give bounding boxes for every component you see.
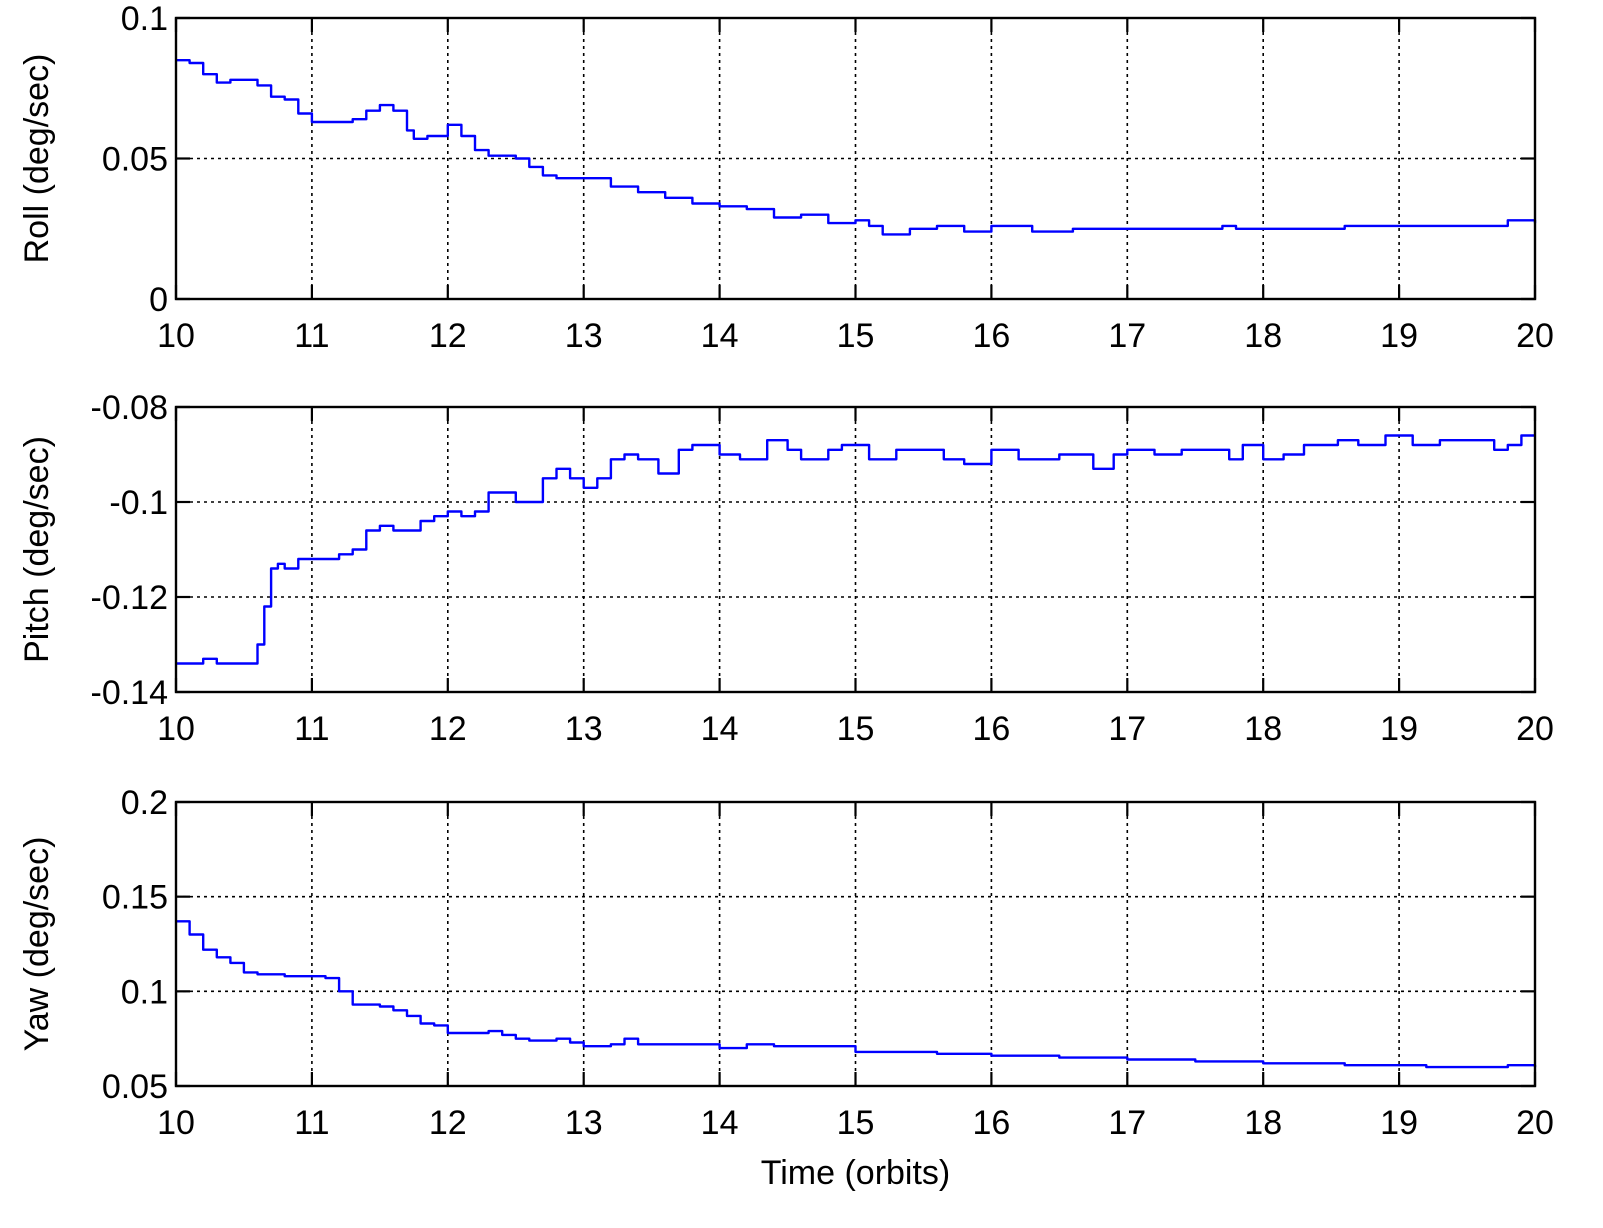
- pitch-y-axis-label: Pitch (deg/sec): [18, 436, 56, 663]
- yaw-x-tick-label: 11: [294, 1104, 329, 1142]
- pitch-grid: [176, 407, 1535, 692]
- yaw-tick-marks: [174, 800, 1537, 1088]
- roll-x-tick-label: 14: [701, 317, 739, 355]
- roll-x-tick-label: 10: [157, 317, 195, 355]
- yaw-y-tick-label: 0.1: [121, 973, 168, 1011]
- pitch-y-tick-label: -0.14: [91, 674, 169, 712]
- pitch-y-tick-label: -0.12: [91, 579, 169, 617]
- time-x-axis-label: Time (orbits): [761, 1154, 951, 1192]
- yaw-x-tick-label: 16: [972, 1104, 1010, 1142]
- roll-grid: [176, 18, 1535, 299]
- pitch-x-tick-label: 12: [429, 710, 467, 748]
- yaw-y-axis-label: Yaw (deg/sec): [18, 837, 56, 1052]
- roll-y-tick-labels: 0 0.05 0.1: [102, 0, 168, 319]
- pitch-tick-marks: [174, 405, 1537, 694]
- yaw-y-tick-label: 0.15: [102, 879, 168, 917]
- pitch-x-tick-label: 11: [294, 710, 329, 748]
- yaw-x-tick-label: 14: [701, 1104, 739, 1142]
- roll-x-tick-label: 18: [1244, 317, 1282, 355]
- yaw-grid: [176, 802, 1535, 1086]
- yaw-x-tick-label: 10: [157, 1104, 195, 1142]
- pitch-x-tick-label: 13: [565, 710, 603, 748]
- roll-y-tick-label: 0.1: [121, 0, 168, 38]
- pitch-x-tick-label: 15: [837, 710, 875, 748]
- roll-x-tick-label: 11: [294, 317, 329, 355]
- pitch-y-tick-label: -0.1: [109, 484, 168, 522]
- roll-tick-marks: [174, 16, 1537, 301]
- yaw-x-tick-label: 20: [1516, 1104, 1554, 1142]
- yaw-x-tick-label: 18: [1244, 1104, 1282, 1142]
- yaw-y-tick-label: 0.2: [121, 784, 168, 822]
- roll-x-tick-label: 16: [972, 317, 1010, 355]
- roll-panel: 10 11 12 13 14 15 16 17 18 19 20 0 0.05 0.1 Roll (de…: [18, 0, 1554, 355]
- yaw-x-tick-labels: 10 11 12 13 14 15 16 17 18 19 20: [157, 1104, 1554, 1142]
- roll-x-tick-label: 20: [1516, 317, 1554, 355]
- pitch-y-tick-labels: -0.14 -0.12 -0.1 -0.08: [91, 389, 169, 712]
- pitch-x-tick-label: 10: [157, 710, 195, 748]
- pitch-x-tick-labels: 10 11 12 13 14 15 16 17 18 19 20: [157, 710, 1554, 748]
- roll-x-tick-label: 12: [429, 317, 467, 355]
- pitch-x-tick-label: 17: [1108, 710, 1146, 748]
- yaw-panel: 10 11 12 13 14 15 16 17 18 19 20 0.05 0.1 0.15 0.2 Ya…: [18, 784, 1554, 1192]
- pitch-x-tick-label: 19: [1380, 710, 1418, 748]
- yaw-y-tick-label: 0.05: [102, 1068, 168, 1106]
- yaw-x-tick-label: 13: [565, 1104, 603, 1142]
- roll-y-axis-label: Roll (deg/sec): [18, 54, 56, 264]
- pitch-x-tick-label: 20: [1516, 710, 1554, 748]
- roll-x-tick-label: 13: [565, 317, 603, 355]
- pitch-x-tick-label: 18: [1244, 710, 1282, 748]
- roll-y-tick-label: 0: [149, 281, 168, 319]
- roll-x-tick-label: 15: [837, 317, 875, 355]
- yaw-x-tick-label: 17: [1108, 1104, 1146, 1142]
- pitch-panel: 10 11 12 13 14 15 16 17 18 19 20 -0.14-0.12-0.1-0.…: [18, 389, 1554, 748]
- yaw-x-tick-label: 12: [429, 1104, 467, 1142]
- yaw-x-tick-label: 15: [837, 1104, 875, 1142]
- roll-y-tick-label: 0.05: [102, 141, 168, 179]
- roll-x-tick-label: 19: [1380, 317, 1418, 355]
- pitch-x-tick-label: 16: [972, 710, 1010, 748]
- pitch-series-line: [176, 434, 1535, 665]
- yaw-y-tick-labels: 0.05 0.1 0.15 0.2: [102, 784, 168, 1106]
- pitch-y-tick-label: -0.08: [91, 389, 169, 427]
- roll-x-tick-label: 17: [1108, 317, 1146, 355]
- roll-x-tick-labels: 10 11 12 13 14 15 16 17 18 19 20: [157, 317, 1554, 355]
- yaw-x-tick-label: 19: [1380, 1104, 1418, 1142]
- roll-series-line: [176, 59, 1537, 236]
- yaw-series-line: [176, 920, 1537, 1069]
- pitch-x-tick-label: 14: [701, 710, 739, 748]
